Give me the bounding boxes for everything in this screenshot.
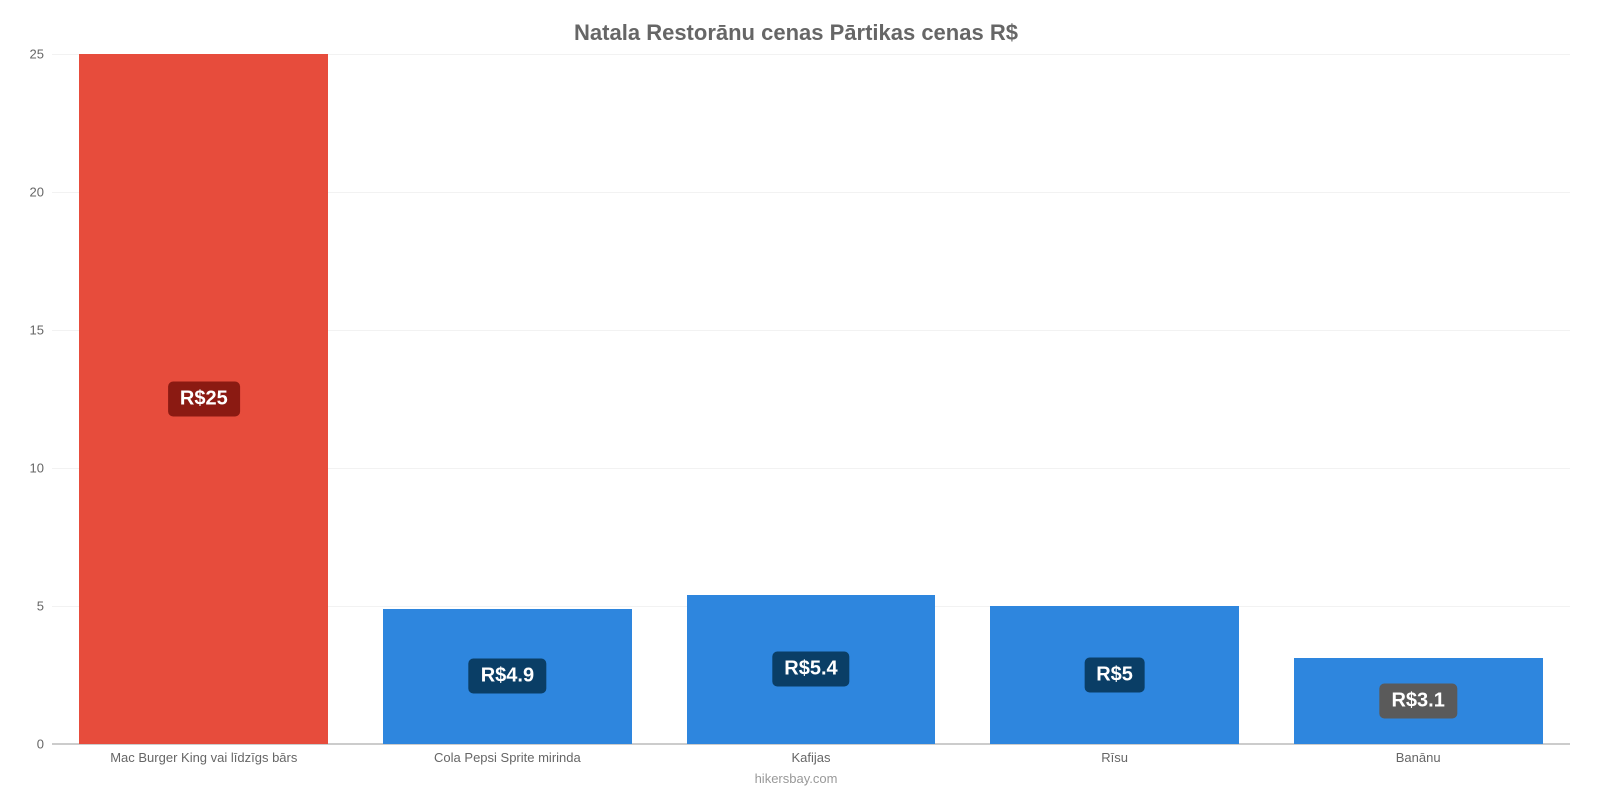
bar-slot: R$5	[963, 54, 1267, 744]
bar: R$5	[990, 606, 1239, 744]
bar-slot: R$4.9	[356, 54, 660, 744]
bar: R$3.1	[1294, 658, 1543, 744]
bars-container: R$25 R$4.9 R$5.4 R$5 R$3.1	[52, 54, 1570, 744]
price-bar-chart: Natala Restorānu cenas Pārtikas cenas R$…	[0, 0, 1600, 800]
y-tick-label: 0	[12, 737, 52, 752]
chart-title: Natala Restorānu cenas Pārtikas cenas R$	[12, 0, 1580, 54]
gridline	[52, 744, 1570, 745]
bar-value-badge: R$5.4	[772, 652, 849, 687]
bar-slot: R$3.1	[1266, 54, 1570, 744]
bar: R$4.9	[383, 609, 632, 744]
x-tick-label: Banānu	[1266, 750, 1570, 765]
x-tick-label: Rīsu	[963, 750, 1267, 765]
plot-area: 0510152025R$25R$4.9R$5.4R$5R$3.1	[52, 54, 1570, 744]
x-axis-labels: Mac Burger King vai līdzīgs bārsCola Pep…	[52, 750, 1570, 765]
bar: R$25	[79, 54, 328, 744]
y-tick-label: 20	[12, 185, 52, 200]
x-tick-label: Mac Burger King vai līdzīgs bārs	[52, 750, 356, 765]
bar-value-badge: R$25	[168, 382, 240, 417]
bar-value-badge: R$3.1	[1379, 684, 1456, 719]
bar-slot: R$25	[52, 54, 356, 744]
x-tick-label: Cola Pepsi Sprite mirinda	[356, 750, 660, 765]
attribution-text: hikersbay.com	[12, 771, 1580, 786]
bar-value-badge: R$4.9	[469, 659, 546, 694]
bar-value-badge: R$5	[1084, 658, 1145, 693]
x-tick-label: Kafijas	[659, 750, 963, 765]
y-tick-label: 15	[12, 323, 52, 338]
bar-slot: R$5.4	[659, 54, 963, 744]
bar: R$5.4	[687, 595, 936, 744]
y-tick-label: 5	[12, 599, 52, 614]
y-tick-label: 10	[12, 461, 52, 476]
y-tick-label: 25	[12, 47, 52, 62]
